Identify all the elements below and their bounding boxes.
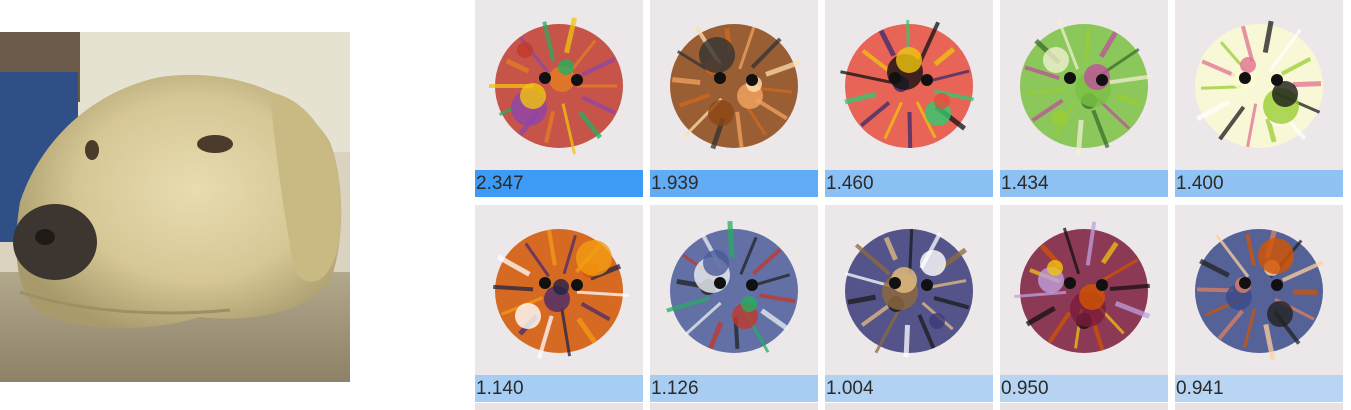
neuron-grid: 2.347 1.939 1.460 1.434 1.400 1.140 1.126 1.004… — [475, 0, 1351, 410]
activation-bar — [475, 375, 643, 402]
next-row-cell — [475, 403, 643, 410]
activation-value: 1.939 — [651, 173, 699, 194]
activation-bar — [825, 170, 993, 197]
activation-value: 1.126 — [651, 378, 699, 399]
neuron-cell[interactable]: 1.939 — [650, 0, 818, 197]
activation-bar — [825, 375, 993, 402]
activation-value: 0.941 — [1176, 378, 1224, 399]
activation-value: 1.400 — [1176, 173, 1224, 194]
feature-visualization-image — [1175, 205, 1343, 375]
activation-value: 2.347 — [476, 173, 524, 194]
feature-visualization-image — [1000, 0, 1168, 170]
activation-value: 1.004 — [826, 378, 874, 399]
activation-value: 1.460 — [826, 173, 874, 194]
next-row-cell — [650, 403, 818, 410]
feature-visualization-image — [650, 0, 818, 170]
activation-value: 0.950 — [1001, 378, 1049, 399]
neuron-cell[interactable]: 0.950 — [1000, 205, 1168, 402]
neuron-cell[interactable]: 1.126 — [650, 205, 818, 402]
feature-visualization-image — [1175, 0, 1343, 170]
activation-bar — [1175, 375, 1343, 402]
activation-bar — [1175, 170, 1343, 197]
neuron-cell[interactable]: 1.400 — [1175, 0, 1343, 197]
activation-bar — [1000, 170, 1168, 197]
activation-bar — [650, 375, 818, 402]
neuron-cell[interactable]: 2.347 — [475, 0, 643, 197]
input-photo — [0, 32, 350, 382]
neuron-cell[interactable]: 1.460 — [825, 0, 993, 197]
neuron-cell[interactable]: 1.140 — [475, 205, 643, 402]
feature-visualization-image — [825, 205, 993, 375]
neuron-cell[interactable]: 0.941 — [1175, 205, 1343, 402]
feature-visualization-image — [475, 205, 643, 375]
labrador-dog-photo — [0, 32, 350, 382]
feature-visualization-image — [1000, 205, 1168, 375]
next-row-cell — [1000, 403, 1168, 410]
feature-visualization-image — [475, 0, 643, 170]
neuron-cell[interactable]: 1.434 — [1000, 0, 1168, 197]
activation-bar — [475, 170, 643, 197]
feature-visualization-image — [650, 205, 818, 375]
activation-value: 1.140 — [476, 378, 524, 399]
feature-visualization-image — [825, 0, 993, 170]
next-row-cell — [1175, 403, 1343, 410]
activation-value: 1.434 — [1001, 173, 1049, 194]
activation-bar — [650, 170, 818, 197]
next-row-cell — [825, 403, 993, 410]
activation-bar — [1000, 375, 1168, 402]
neuron-cell[interactable]: 1.004 — [825, 205, 993, 402]
